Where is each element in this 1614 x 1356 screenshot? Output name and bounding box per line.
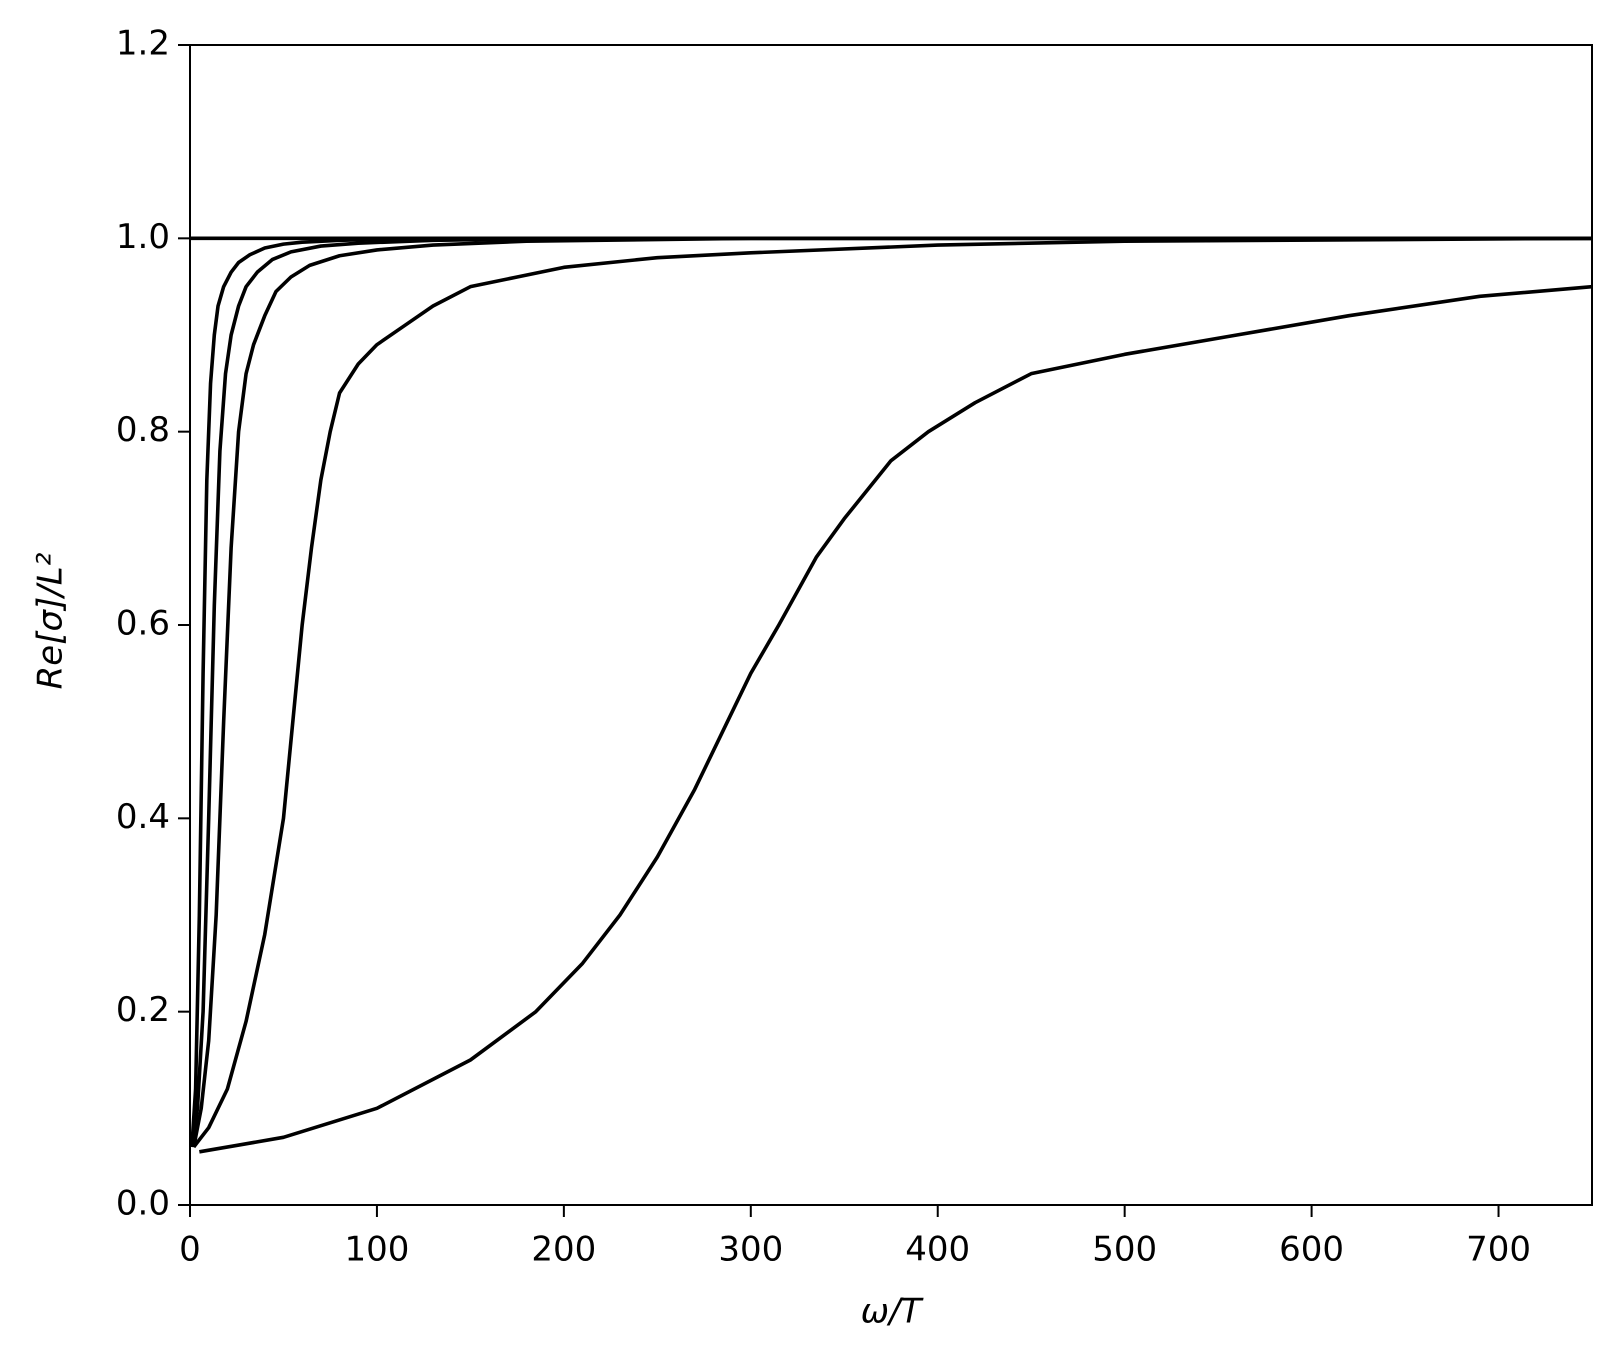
y-axis-label: Re[σ]/L²	[31, 552, 71, 689]
line	[199, 284, 1593, 1154]
plot-frame	[189, 44, 1593, 1206]
x-tick-label: 600	[1279, 1230, 1344, 1270]
line	[190, 236, 1592, 1148]
x-tick-label: 700	[1466, 1230, 1531, 1270]
x-tick-label: 100	[344, 1230, 409, 1270]
x-axis-label: ω/T	[861, 1292, 924, 1332]
x-tick-label: 500	[1092, 1230, 1157, 1270]
y-tick-label: 1.2	[116, 24, 170, 64]
y-tick-label: 1.0	[116, 217, 170, 257]
line	[190, 236, 1592, 1148]
y-tick-label: 0.4	[116, 797, 170, 837]
x-tick-label: 300	[718, 1230, 783, 1270]
line	[191, 236, 1592, 1148]
x-tick-label: 400	[905, 1230, 970, 1270]
y-tick-label: 0.0	[116, 1184, 170, 1224]
x-tick-label: 0	[179, 1230, 201, 1270]
line	[192, 236, 1593, 1149]
y-tick-label: 0.2	[116, 990, 170, 1030]
y-tick-label: 0.8	[116, 410, 170, 450]
x-tick-label: 200	[531, 1230, 596, 1270]
y-tick-label: 0.6	[116, 604, 170, 644]
